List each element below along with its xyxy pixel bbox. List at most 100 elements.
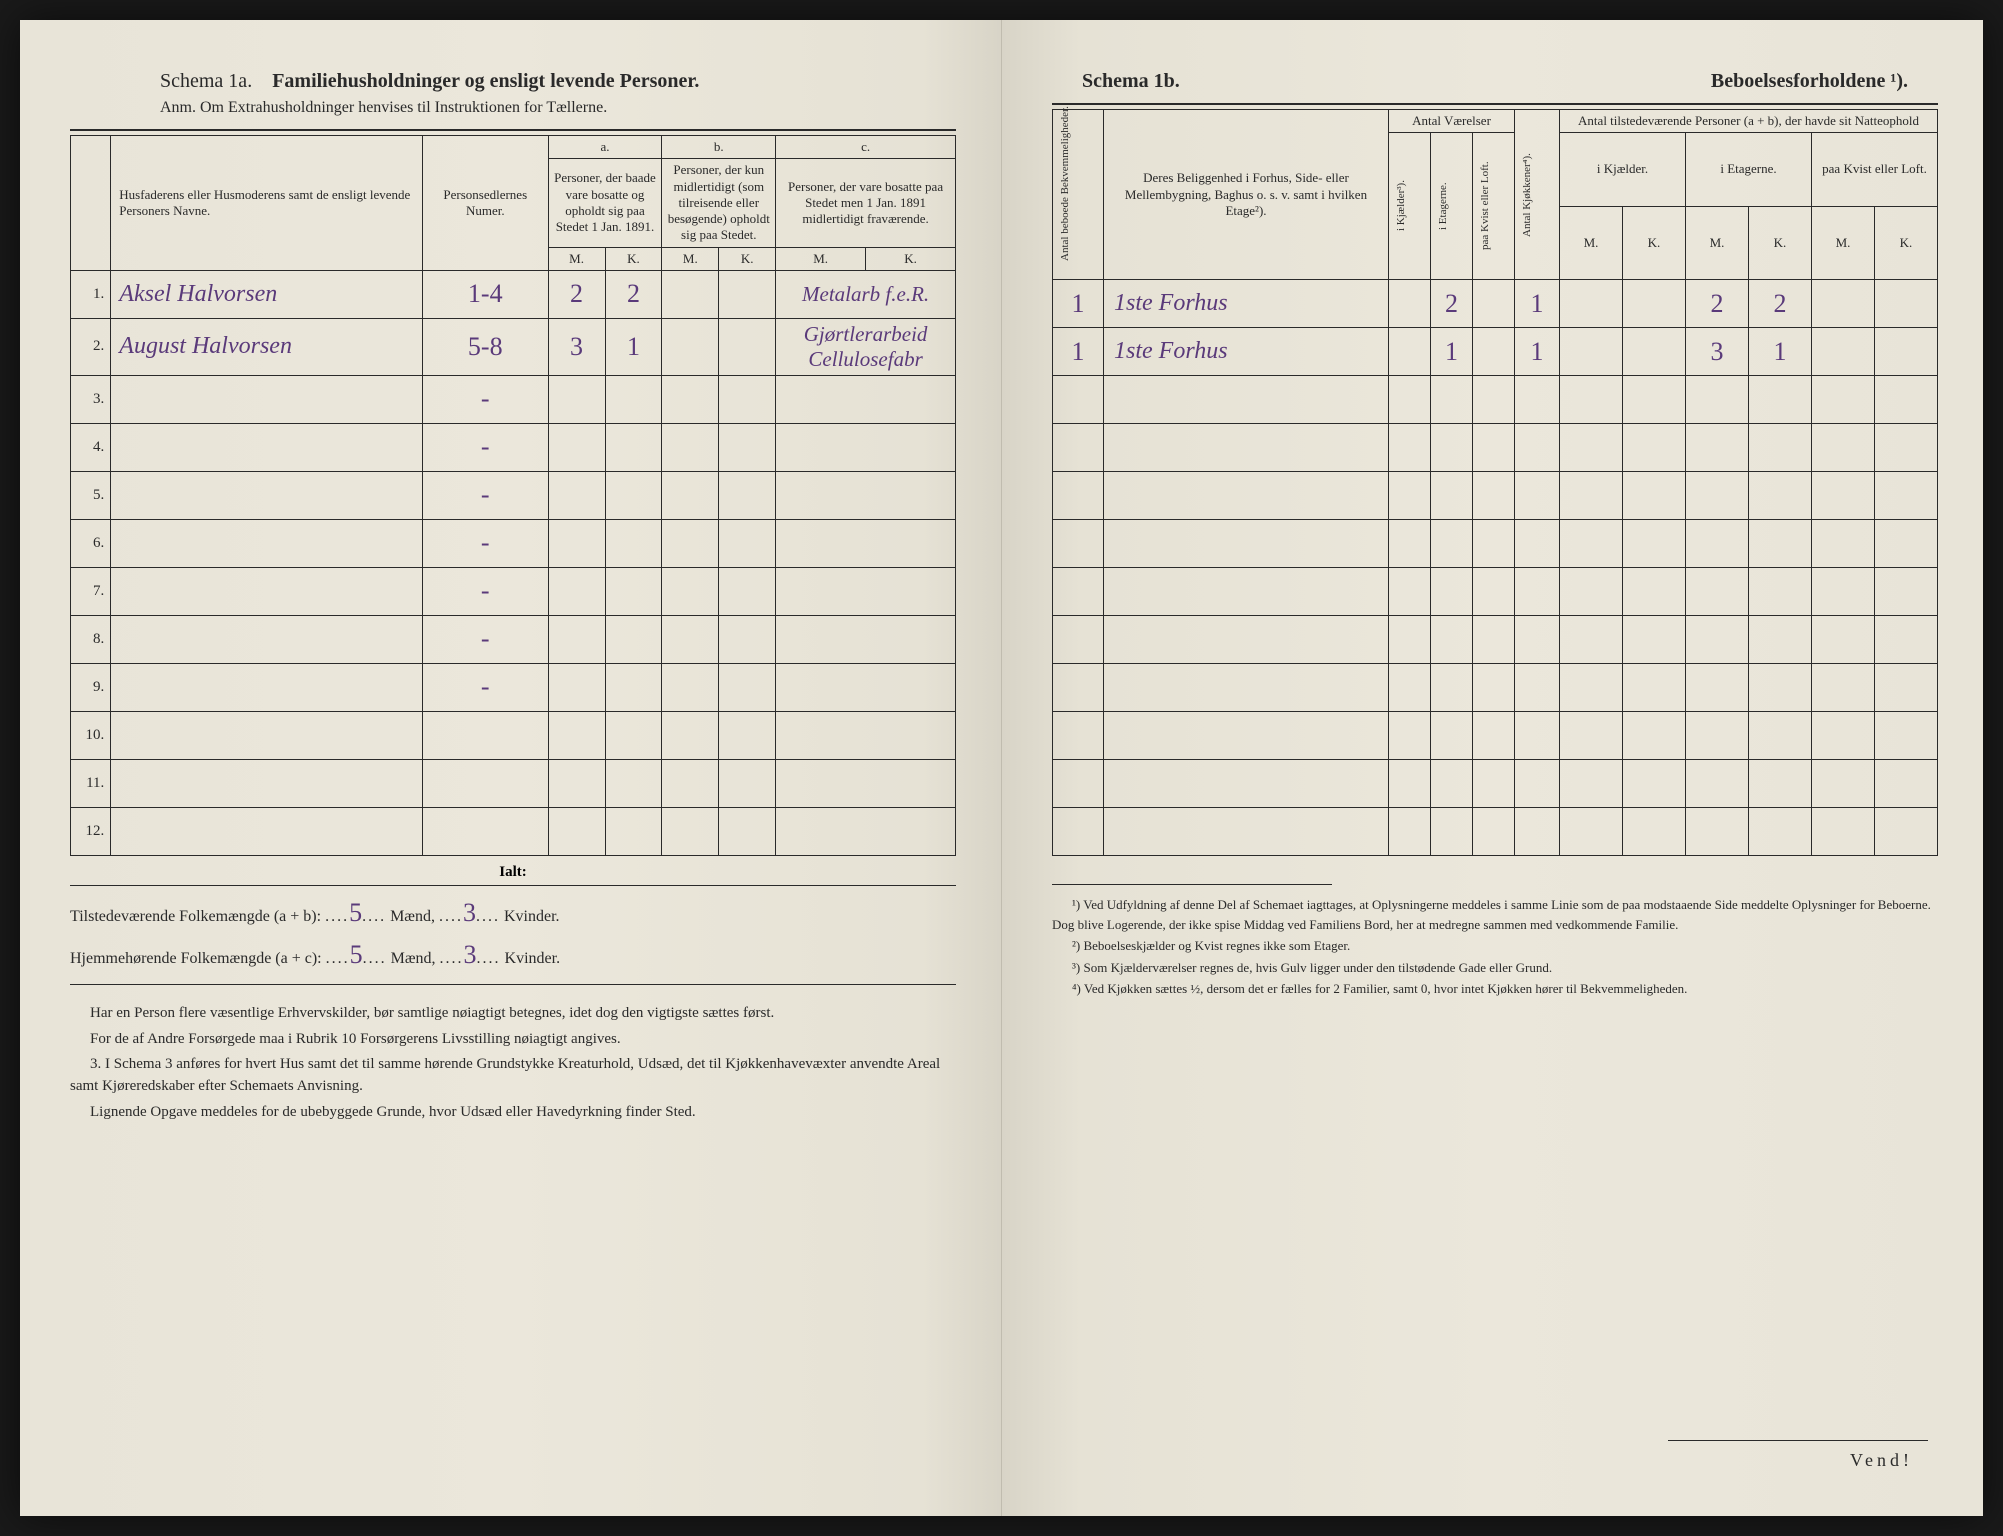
bek-cell (1053, 616, 1104, 664)
hdr-bm: M. (662, 247, 719, 270)
kjk-cell (1623, 376, 1686, 424)
hdr-etm: M. (1686, 206, 1749, 280)
summary-hjemmehoerende: Hjemmehørende Folkemængde (a + c): ....5… (70, 940, 956, 970)
left-page: Schema 1a. Familiehusholdninger og ensli… (20, 20, 1002, 1516)
et-cell (1431, 424, 1473, 472)
kj-cell (1389, 760, 1431, 808)
kj-cell (1389, 424, 1431, 472)
kj-cell (1389, 520, 1431, 568)
kjm-cell (1560, 760, 1623, 808)
personsedler-cell (422, 807, 548, 855)
b-m-cell (662, 471, 719, 519)
table-row: 6.- (71, 519, 956, 567)
right-footnotes: ¹) Ved Udfyldning af denne Del af Schema… (1052, 884, 1938, 999)
table-row (1053, 424, 1938, 472)
note-cell (776, 615, 956, 663)
a-k-cell (605, 615, 662, 663)
kjok-cell (1515, 568, 1560, 616)
hdr-natt-kj: i Kjælder. (1560, 133, 1686, 207)
name-cell (111, 567, 423, 615)
belig-cell (1104, 712, 1389, 760)
note-cell (776, 807, 956, 855)
hdr-natt-kv: paa Kvist eller Loft. (1812, 133, 1938, 207)
kjm-cell (1560, 328, 1623, 376)
anm-note: Anm. Om Extrahusholdninger henvises til … (160, 99, 936, 117)
kj-cell (1389, 472, 1431, 520)
kjk-cell (1623, 520, 1686, 568)
et-cell (1431, 568, 1473, 616)
etm-cell (1686, 424, 1749, 472)
etk-cell (1749, 664, 1812, 712)
b-k-cell (719, 375, 776, 423)
footnote-4: ⁴) Ved Kjøkken sættes ½, dersom det er f… (1052, 979, 1938, 999)
etk-cell (1749, 568, 1812, 616)
kvm-cell (1812, 760, 1875, 808)
header-names: Husfaderens eller Husmoderens samt de en… (111, 136, 423, 271)
kv-cell (1473, 712, 1515, 760)
etm-cell (1686, 760, 1749, 808)
et-cell (1431, 664, 1473, 712)
note-cell (776, 519, 956, 567)
etm-cell (1686, 568, 1749, 616)
personsedler-cell: - (422, 663, 548, 711)
etk-cell (1749, 472, 1812, 520)
table-row (1053, 808, 1938, 856)
hdr-vaer-et: i Etagerne. (1435, 136, 1453, 276)
bek-cell (1053, 568, 1104, 616)
kj-cell (1389, 328, 1431, 376)
a-m-cell (548, 663, 605, 711)
kv-cell (1473, 472, 1515, 520)
kvm-cell (1812, 808, 1875, 856)
personsedler-cell (422, 711, 548, 759)
kjok-cell: 1 (1515, 280, 1560, 328)
row-num: 3. (71, 375, 111, 423)
row-num: 2. (71, 318, 111, 375)
summary-tilstedevaerende: Tilstedeværende Folkemængde (a + b): ...… (70, 898, 956, 928)
table-row: 9.- (71, 663, 956, 711)
kjok-cell (1515, 376, 1560, 424)
b-m-cell (662, 423, 719, 471)
kvk-cell (1875, 424, 1938, 472)
kv-cell (1473, 616, 1515, 664)
b-m-cell (662, 711, 719, 759)
note-cell: Gjørtlerarbeid Cellulosefabr (776, 318, 956, 375)
et-cell (1431, 712, 1473, 760)
header-personsedler: Personsedlernes Numer. (422, 136, 548, 271)
table-row: 8.- (71, 615, 956, 663)
kvk-cell (1875, 760, 1938, 808)
header-a-desc: Personer, der baade vare bosatte og opho… (548, 159, 662, 247)
vend-label: Vend! (1850, 1450, 1913, 1471)
table-row: 1.Aksel Halvorsen1-422Metalarb f.e.R. (71, 270, 956, 318)
schema-1a-label: Schema 1a. (160, 70, 252, 92)
belig-cell (1104, 472, 1389, 520)
note-cell (776, 375, 956, 423)
table-row: 11ste Forhus2122 (1053, 280, 1938, 328)
bek-cell (1053, 808, 1104, 856)
table-row: 11. (71, 759, 956, 807)
a-m-cell (548, 471, 605, 519)
b-m-cell (662, 663, 719, 711)
belig-cell: 1ste Forhus (1104, 328, 1389, 376)
hdr-cm: M. (776, 247, 866, 270)
b-k-cell (719, 270, 776, 318)
a-k-cell: 1 (605, 318, 662, 375)
etk-cell: 2 (1749, 280, 1812, 328)
hdr-vaer-kv: paa Kvist eller Loft. (1477, 136, 1495, 276)
b-k-cell (719, 318, 776, 375)
kjm-cell (1560, 472, 1623, 520)
name-cell (111, 615, 423, 663)
a-k-cell (605, 759, 662, 807)
kjok-cell (1515, 520, 1560, 568)
kv-cell (1473, 664, 1515, 712)
header-a: a. (548, 136, 662, 159)
kj-cell (1389, 280, 1431, 328)
name-cell (111, 807, 423, 855)
a-m-cell (548, 519, 605, 567)
etm-cell (1686, 712, 1749, 760)
kv-cell (1473, 520, 1515, 568)
b-k-cell (719, 663, 776, 711)
b-m-cell (662, 615, 719, 663)
kjk-cell (1623, 568, 1686, 616)
kj-cell (1389, 376, 1431, 424)
bek-cell (1053, 520, 1104, 568)
